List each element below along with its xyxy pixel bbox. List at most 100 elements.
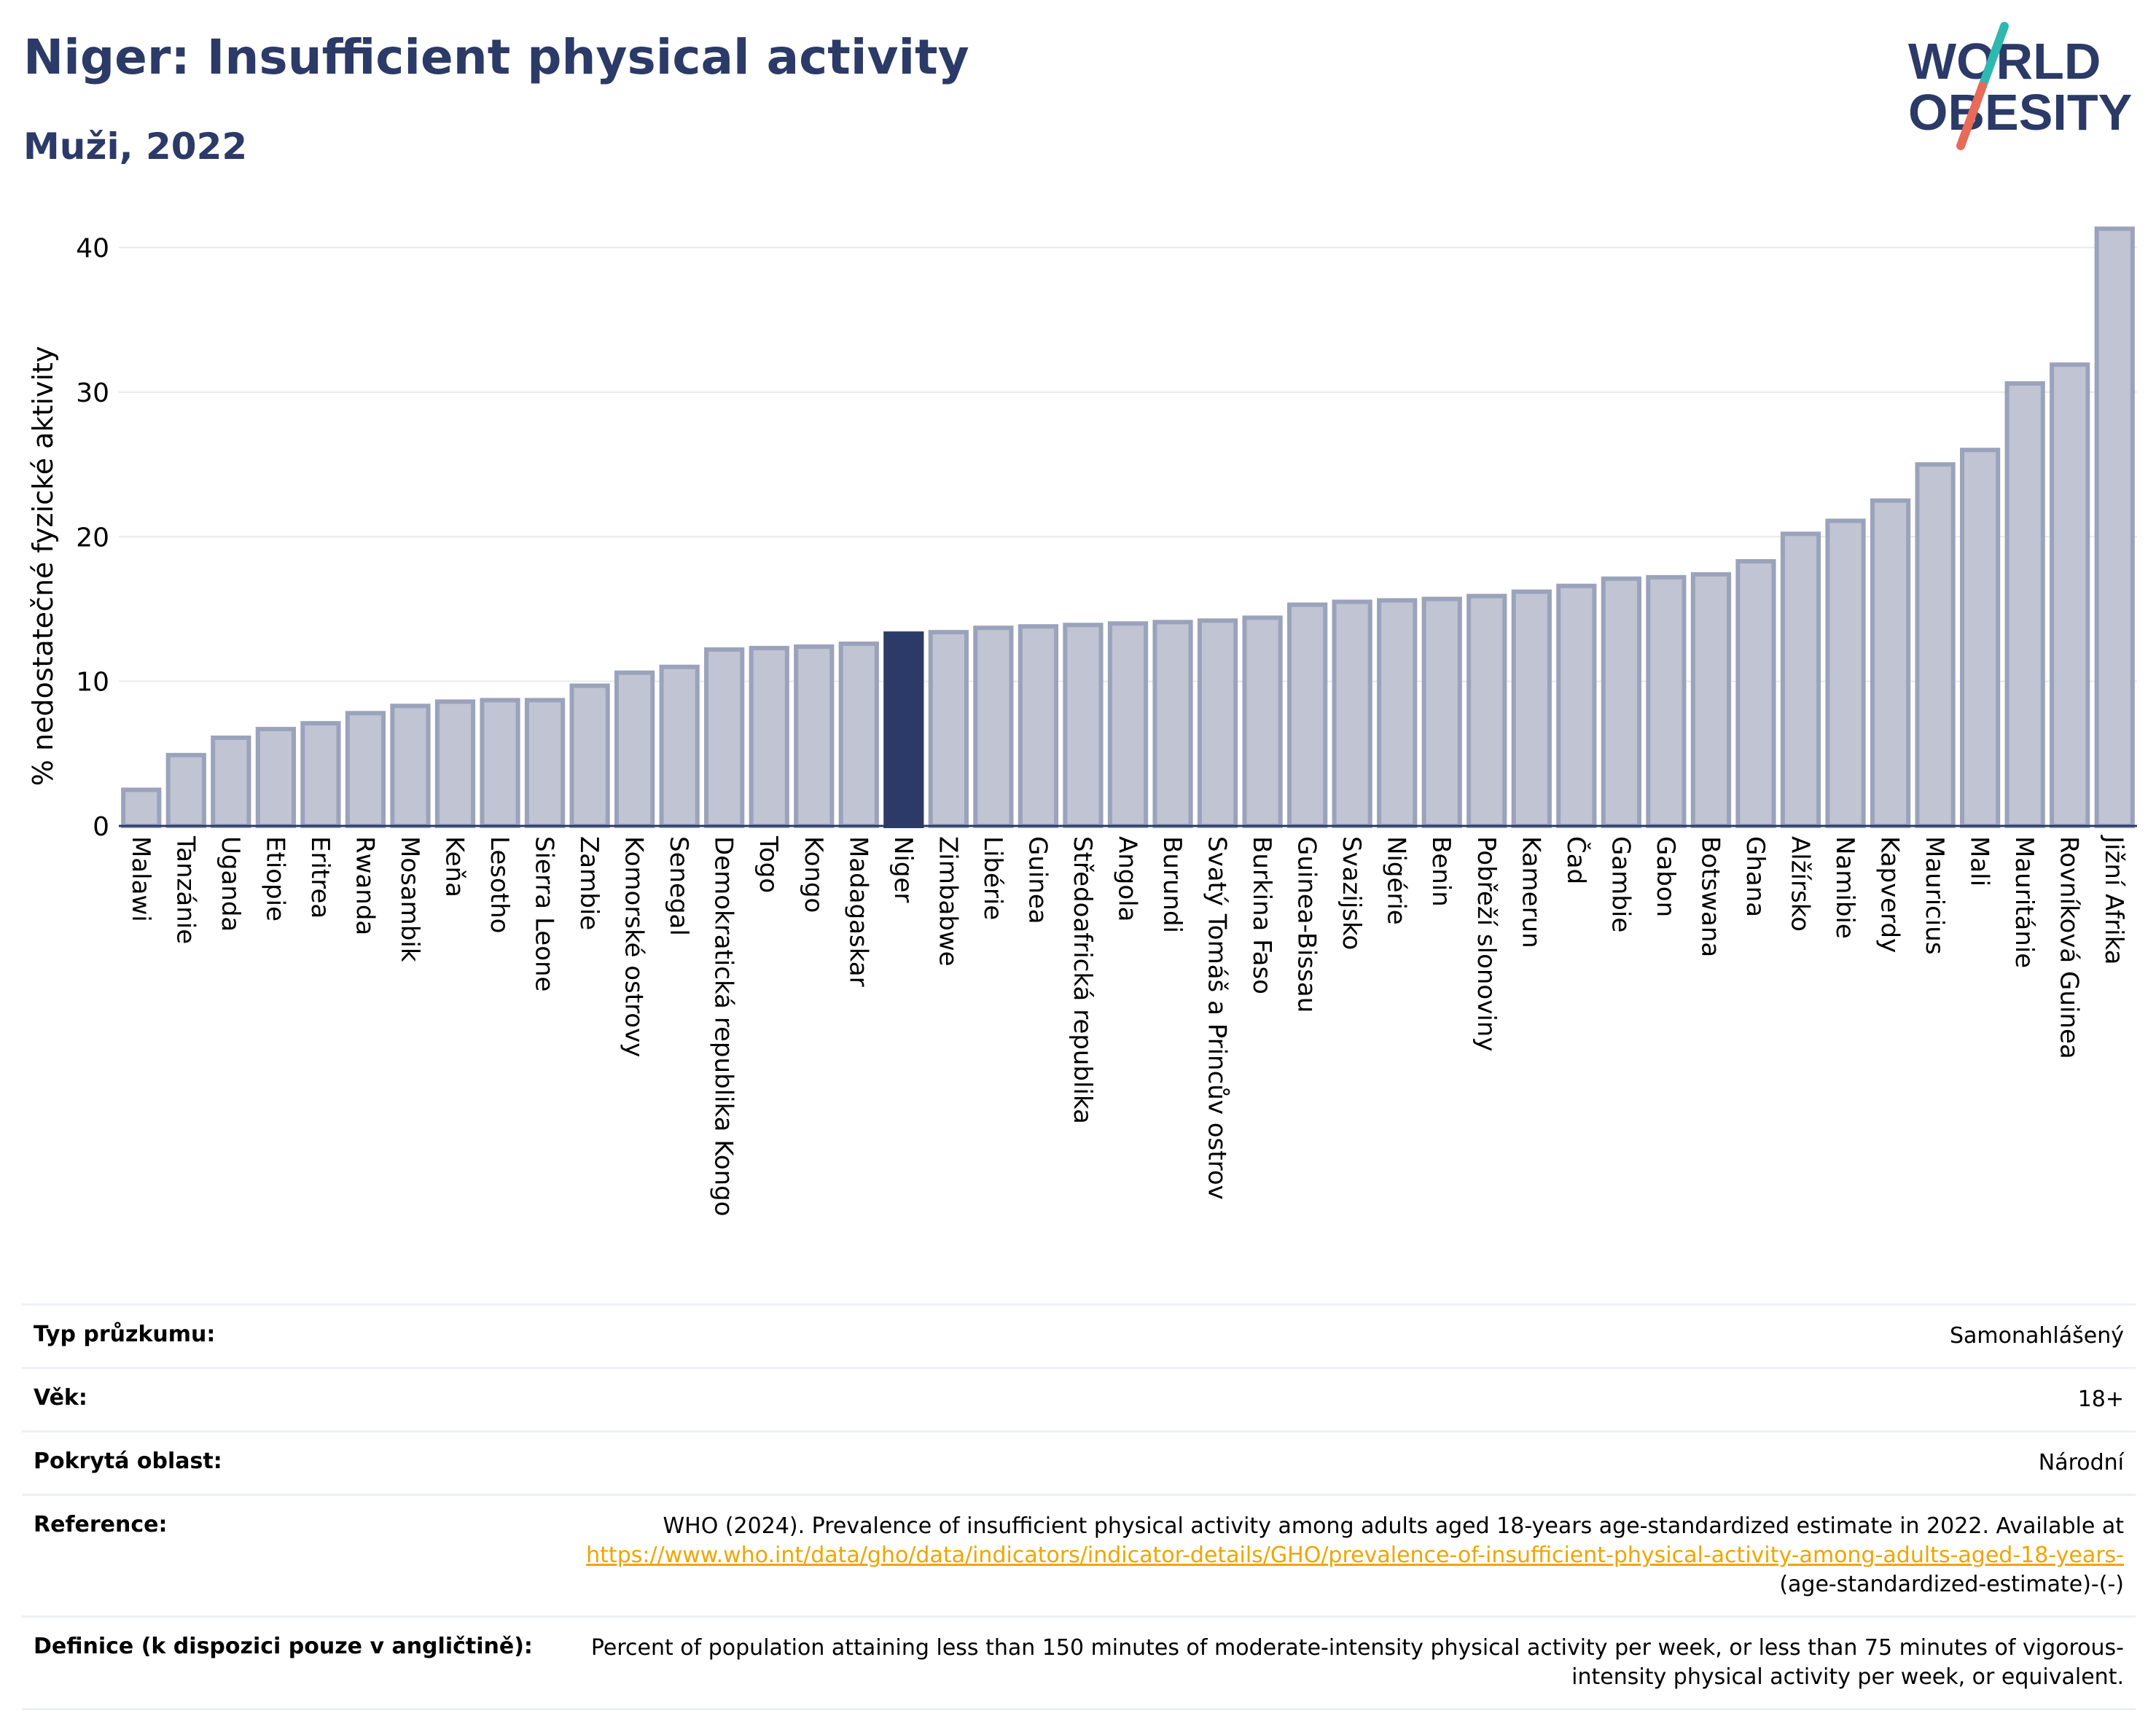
bar-burundi: [1152, 620, 1193, 828]
x-tick-label: Malawi: [126, 836, 155, 922]
info-label: Věk:: [22, 1367, 555, 1432]
bar-malawi: [121, 787, 162, 829]
x-tick-label: Zimbabwe: [933, 836, 962, 967]
reference-text: WHO (2024). Prevalence of insufficient p…: [663, 1513, 2124, 1539]
bar-lesotho: [480, 698, 520, 828]
info-row: Definice (k dispozici pouze v angličtině…: [22, 1615, 2136, 1710]
x-tick-label: Mali: [1965, 836, 1994, 886]
info-label: Reference:: [22, 1494, 555, 1617]
bar-guinea-bissau: [1287, 602, 1328, 829]
x-tick-label: Jižní Afrika: [2099, 835, 2128, 965]
bar-alžírsko: [1780, 531, 1821, 829]
bar-benin: [1421, 596, 1462, 828]
bar-mauricius: [1915, 462, 1956, 828]
x-tick-label: Středoafrická republika: [1068, 836, 1097, 1124]
x-tick-label: Rovníková Guinea: [2055, 836, 2084, 1059]
bar-kongo: [794, 644, 835, 829]
x-tick-label: Senegal: [664, 836, 693, 936]
bar-keňa: [434, 699, 476, 829]
x-tick-label: Gambie: [1606, 836, 1635, 932]
x-tick-label: Eritrea: [305, 836, 335, 919]
x-axis-labels: Malawi Tanzánie Uganda Etiopie Eritrea Rwanda…: [126, 835, 2128, 1217]
reference-suffix: (age-standardized-estimate)-(-): [1779, 1572, 2124, 1597]
x-tick-label: Libérie: [978, 836, 1007, 920]
info-row: Reference: WHO (2024). Prevalence of insu…: [22, 1494, 2136, 1617]
x-tick-label: Pobřeží slonoviny: [1472, 836, 1501, 1051]
bar-togo: [749, 646, 789, 828]
bar-komorské-ostrovy: [614, 670, 655, 828]
y-tick-label: 40: [76, 234, 109, 264]
x-tick-label: Ghana: [1741, 836, 1770, 917]
info-row: Pokrytá oblast: Národní: [22, 1430, 2136, 1495]
x-tick-label: Guinea-Bissau: [1292, 836, 1321, 1013]
reference-link[interactable]: https://www.who.int/data/gho/data/indica…: [586, 1543, 2124, 1568]
x-tick-label: Nigérie: [1382, 836, 1411, 925]
x-tick-label: Uganda: [216, 836, 245, 932]
bars: [121, 226, 2135, 829]
x-tick-label: Keňa: [440, 836, 469, 897]
bar-středoafrická-republika: [1063, 623, 1104, 829]
info-label: Definice (k dispozici pouze v angličtině…: [22, 1615, 555, 1710]
x-tick-label: Rwanda: [350, 836, 379, 935]
bar-uganda: [211, 735, 251, 829]
bar-zambie: [569, 683, 610, 828]
x-tick-label: Tanzánie: [171, 835, 200, 944]
bar-demokratická-republika-kongo: [704, 647, 745, 828]
logo-slash-coral: [1956, 82, 1987, 150]
bar-kamerun: [1511, 589, 1552, 828]
x-tick-label: Burkina Faso: [1247, 836, 1276, 994]
bar-gabon: [1646, 574, 1687, 828]
x-tick-label: Mauricius: [1920, 836, 1949, 955]
bar-pobřeží-slonoviny: [1466, 593, 1507, 828]
y-tick-label: 10: [76, 668, 109, 698]
x-tick-label: Sierra Leone: [530, 836, 559, 991]
x-tick-label: Čad: [1561, 836, 1591, 884]
bar-etiopie: [255, 727, 296, 828]
bar-angola: [1107, 621, 1149, 828]
bar-mali: [1960, 448, 2001, 828]
x-tick-label: Burundi: [1157, 836, 1187, 933]
y-axis-ticks: 0 10 20 30 40: [76, 234, 109, 842]
bar-senegal: [659, 664, 700, 829]
info-label: Typ průzkumu:: [22, 1303, 555, 1368]
y-axis-label: % nedostatečné fyzické aktivity: [27, 346, 59, 787]
x-tick-label: Kongo: [799, 836, 828, 913]
info-value: Percent of population attaining less tha…: [555, 1615, 2136, 1710]
x-tick-label: Angola: [1113, 836, 1142, 921]
x-tick-label: Guinea: [1023, 836, 1052, 924]
world-obesity-logo: WORLD OBESITY: [1908, 22, 2132, 150]
y-tick-label: 0: [93, 812, 109, 842]
bar-nigérie: [1377, 598, 1418, 829]
x-tick-label: Komorské ostrovy: [620, 836, 649, 1057]
x-tick-label: Togo: [754, 835, 783, 893]
x-tick-label: Mauritánie: [2009, 836, 2039, 968]
bar-svazijsko: [1332, 599, 1372, 828]
x-tick-label: Svatý Tomáš a Princův ostrov: [1203, 836, 1232, 1200]
bar-svatý-tomáš-a-princův-ostrov: [1197, 618, 1238, 829]
x-tick-label: Lesotho: [485, 836, 514, 933]
x-tick-label: Gabon: [1651, 836, 1680, 917]
bar-rwanda: [345, 711, 386, 829]
bar-libérie: [973, 625, 1014, 828]
chart-title: Niger: Insufficient physical activity: [23, 29, 969, 85]
logo-text-world: WORLD: [1908, 33, 2101, 90]
x-tick-label: Mosambik: [395, 836, 424, 962]
logo-slash-teal: [1978, 22, 2009, 90]
bar-jižní-afrika: [2094, 226, 2135, 828]
logo-text-obesity: OBESITY: [1908, 84, 2132, 141]
x-tick-label: Alžírsko: [1786, 836, 1815, 932]
bar-burkina-faso: [1242, 615, 1283, 828]
x-tick-label: Benin: [1426, 836, 1456, 907]
x-tick-label: Madagaskar: [843, 836, 872, 987]
chart-subtitle: Muži, 2022: [23, 125, 248, 168]
info-row: Věk: 18+: [22, 1367, 2136, 1432]
bar-botswana: [1690, 572, 1732, 829]
bar-mosambik: [390, 703, 431, 828]
bar-kapverdy: [1870, 498, 1911, 828]
bar-mauritánie: [2004, 381, 2045, 828]
x-tick-label: Demokratická republika Kongo: [709, 836, 738, 1217]
bar-čad: [1556, 583, 1597, 828]
x-tick-label: Svazijsko: [1337, 836, 1366, 950]
info-value: WHO (2024). Prevalence of insufficient p…: [555, 1494, 2136, 1617]
x-tick-label: Botswana: [1695, 836, 1725, 957]
